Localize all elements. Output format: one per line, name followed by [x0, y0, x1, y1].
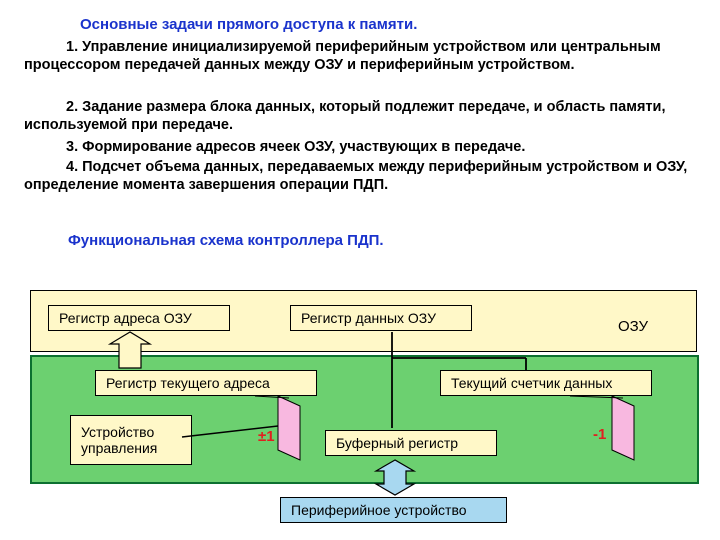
connectors: [0, 0, 720, 540]
diagram: Регистр адреса ОЗУРегистр данных ОЗУРеги…: [0, 0, 720, 540]
